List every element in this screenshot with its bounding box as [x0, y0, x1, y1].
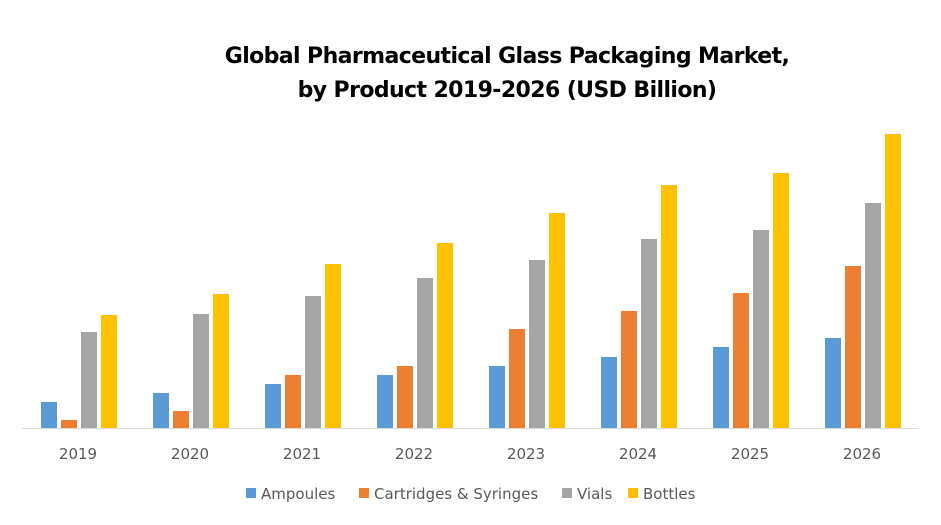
legend-item-bottles: Bottles	[628, 485, 696, 503]
bar-cartridges-syringes-2023	[509, 329, 525, 428]
plot-area	[41, 134, 901, 428]
legend-item-cartridges-syringes: Cartridges & Syringes	[359, 485, 538, 503]
legend-swatch	[246, 488, 256, 498]
bar-ampoules-2024	[601, 357, 617, 428]
legend-swatch	[562, 488, 572, 498]
legend-item-vials: Vials	[562, 485, 612, 503]
bar-bottles-2020	[213, 294, 229, 428]
x-tick-label: 2026	[843, 445, 881, 463]
bar-group-2021	[265, 264, 341, 428]
bar-ampoules-2020	[153, 393, 169, 428]
bar-ampoules-2022	[377, 375, 393, 428]
bar-bottles-2022	[437, 243, 453, 428]
bar-group-2019	[41, 315, 117, 428]
bar-cartridges-syringes-2024	[621, 311, 637, 428]
chart-title-line-1: Global Pharmaceutical Glass Packaging Ma…	[225, 44, 790, 69]
bar-ampoules-2025	[713, 347, 729, 428]
x-tick-label: 2024	[619, 445, 657, 463]
bar-vials-2024	[641, 239, 657, 428]
legend: Ampoules Cartridges & Syringes Vials Bottle…	[246, 485, 696, 503]
x-axis-ticks: 2019 2020 2021 2022 2023 2024 2025 2026	[59, 445, 881, 463]
bar-bottles-2021	[325, 264, 341, 428]
chart-title-line-2: by Product 2019-2026 (USD Billion)	[298, 78, 717, 103]
legend-swatch	[359, 488, 369, 498]
bar-group-2024	[601, 185, 677, 428]
legend-item-ampoules: Ampoules	[246, 485, 335, 503]
legend-label: Ampoules	[261, 485, 335, 503]
legend-label: Vials	[577, 485, 612, 503]
bar-cartridges-syringes-2019	[61, 420, 77, 428]
bar-bottles-2026	[885, 134, 901, 428]
bar-cartridges-syringes-2020	[173, 411, 189, 428]
bar-ampoules-2026	[825, 338, 841, 428]
bar-ampoules-2021	[265, 384, 281, 428]
bar-group-2026	[825, 134, 901, 428]
bar-bottles-2024	[661, 185, 677, 428]
chart-title: Global Pharmaceutical Glass Packaging Ma…	[225, 44, 790, 103]
x-tick-label: 2023	[507, 445, 545, 463]
bar-vials-2019	[81, 332, 97, 428]
bar-group-2025	[713, 173, 789, 428]
bar-ampoules-2023	[489, 366, 505, 428]
bar-group-2023	[489, 213, 565, 428]
legend-label: Cartridges & Syringes	[374, 485, 538, 503]
bar-cartridges-syringes-2021	[285, 375, 301, 428]
bar-vials-2023	[529, 260, 545, 428]
x-tick-label: 2019	[59, 445, 97, 463]
bar-vials-2021	[305, 296, 321, 428]
bar-vials-2020	[193, 314, 209, 428]
x-tick-label: 2020	[171, 445, 209, 463]
bar-bottles-2023	[549, 213, 565, 428]
bar-ampoules-2019	[41, 402, 57, 428]
bar-cartridges-syringes-2025	[733, 293, 749, 428]
bar-group-2022	[377, 243, 453, 428]
bar-cartridges-syringes-2026	[845, 266, 861, 428]
x-tick-label: 2021	[283, 445, 321, 463]
bar-vials-2022	[417, 278, 433, 428]
legend-label: Bottles	[643, 485, 696, 503]
bar-bottles-2025	[773, 173, 789, 428]
bar-cartridges-syringes-2022	[397, 366, 413, 428]
bar-bottles-2019	[101, 315, 117, 428]
x-tick-label: 2025	[731, 445, 769, 463]
legend-swatch	[628, 488, 638, 498]
x-tick-label: 2022	[395, 445, 433, 463]
bar-vials-2026	[865, 203, 881, 428]
bar-vials-2025	[753, 230, 769, 428]
bar-group-2020	[153, 294, 229, 428]
